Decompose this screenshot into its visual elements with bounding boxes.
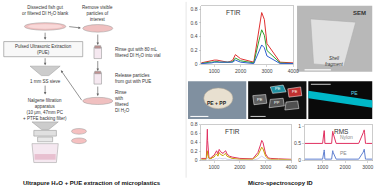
svg-text:Nalgene filtrationapparatus(10: Nalgene filtrationapparatus(10 μm, 47mm … (23, 98, 67, 121)
svg-text:0.6: 0.6 (191, 130, 198, 136)
svg-text:0.6: 0.6 (191, 20, 198, 26)
svg-text:Rinse gut with 80 mLfiltered D: Rinse gut with 80 mLfiltered DI H₂O into… (115, 47, 161, 58)
svg-text:RMS: RMS (334, 128, 349, 135)
svg-text:0: 0 (298, 157, 301, 163)
svg-text:4000: 4000 (288, 68, 299, 74)
svg-text:0.2: 0.2 (191, 47, 198, 53)
svg-text:Pulsed Ultrasonic Extraction(P: Pulsed Ultrasonic Extraction(PUE) (15, 44, 72, 55)
svg-text:0.4: 0.4 (191, 33, 198, 39)
svg-text:Remove visibleparticles ofinte: Remove visibleparticles ofinterest (82, 5, 113, 22)
svg-text:Nylon: Nylon (340, 134, 353, 140)
svg-text:PE: PE (257, 97, 263, 102)
svg-text:0.2: 0.2 (191, 148, 198, 154)
svg-text:2000: 2000 (234, 164, 245, 170)
svg-text:3000: 3000 (362, 164, 373, 170)
svg-text:1000: 1000 (208, 164, 219, 170)
svg-text:PP: PP (274, 100, 280, 105)
svg-text:PE: PE (292, 89, 298, 94)
svg-text:0: 0 (195, 157, 198, 163)
svg-text:PE: PE (351, 90, 358, 96)
svg-text:Ultrapure H₂O + PUE extraction: Ultrapure H₂O + PUE extraction of microp… (23, 180, 161, 186)
svg-text:0.4: 0.4 (191, 139, 198, 145)
svg-text:3000: 3000 (261, 68, 272, 74)
svg-text:Shellfragment: Shellfragment (325, 56, 344, 67)
svg-text:PE + PP: PE + PP (207, 100, 227, 106)
svg-text:FTIR: FTIR (226, 9, 241, 16)
svg-text:0.5: 0.5 (294, 140, 301, 146)
svg-text:Release particlesfrom gut with: Release particlesfrom gut with PUE (115, 73, 151, 84)
svg-text:4000: 4000 (286, 164, 297, 170)
svg-text:1: 1 (298, 123, 301, 129)
svg-text:FTIR: FTIR (225, 128, 240, 135)
svg-text:0: 0 (195, 61, 198, 67)
svg-text:PE: PE (275, 86, 281, 91)
svg-text:RinsewithfilteredDI H₂O: RinsewithfilteredDI H₂O (115, 90, 130, 113)
svg-text:0.8: 0.8 (191, 121, 198, 127)
svg-text:2000: 2000 (340, 164, 351, 170)
svg-text:1000: 1000 (209, 68, 220, 74)
svg-text:3000: 3000 (260, 164, 271, 170)
svg-text:2000: 2000 (235, 68, 246, 74)
svg-text:0.8: 0.8 (191, 6, 198, 12)
svg-text:Micro-spectroscopy ID: Micro-spectroscopy ID (248, 180, 313, 186)
svg-text:1000: 1000 (317, 164, 328, 170)
svg-text:1 mm SS sieve: 1 mm SS sieve (30, 79, 61, 84)
svg-text:Dissected fish gutor filtered: Dissected fish gutor filtered DI H₂O bla… (22, 5, 69, 16)
svg-text:SEM: SEM (353, 10, 366, 16)
svg-text:PE: PE (340, 150, 347, 156)
